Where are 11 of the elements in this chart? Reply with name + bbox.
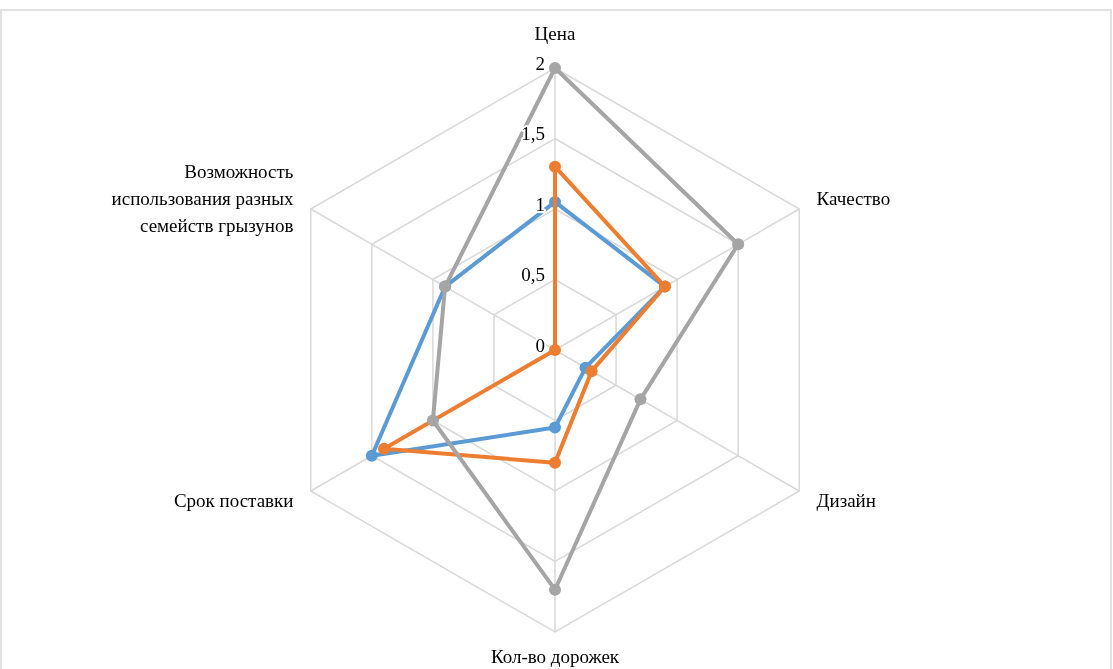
y-tick-label: 0,5 [521,264,545,286]
spoke-label: Цена [534,23,576,44]
spoke-label: Возможность использования разных семейств грызунов [111,161,294,236]
spoke-label: Качество [816,188,891,209]
y-tick-label: 1,5 [521,123,545,145]
spoke-label: Срок поставки [173,490,294,511]
spoke-label: Кол-во дорожек [490,646,620,667]
y-tick-label: 2 [535,52,545,74]
y-tick-label: 1 [535,193,545,215]
spoke-label: Дизайн [816,490,876,511]
y-tick-label: 0 [535,334,545,356]
